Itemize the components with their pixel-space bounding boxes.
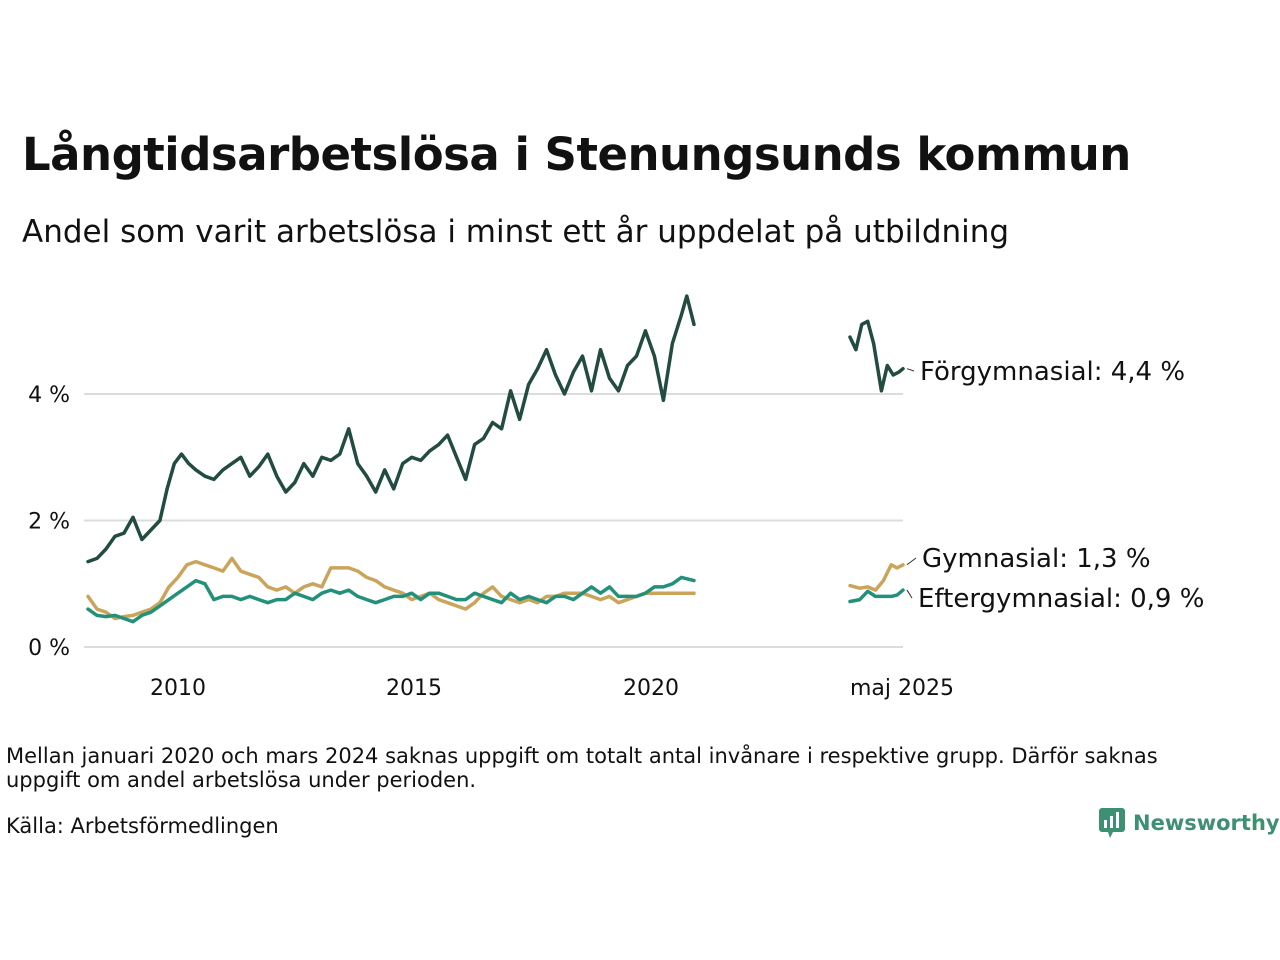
y-axis-ticks: 0 % 2 % 4 % [28,383,70,661]
x-axis-ticks: 2010 2015 2020 maj 2025 [150,676,954,701]
series-line [86,294,696,564]
chart-title: Långtidsarbetslösa i Stenungsunds kommun [22,128,1131,181]
newsworthy-icon [1099,808,1125,838]
source-text: Källa: Arbetsförmedlingen [6,814,279,838]
line-chart: 0 % 2 % 4 % 2010 2015 2020 maj 2025 Förgymnas… [28,294,1204,701]
end-labels: Förgymnasial: 4,4 % Gymnasial: 1,3 % Efter… [906,357,1204,614]
chart-note: Mellan januari 2020 och mars 2024 saknas… [6,744,1158,792]
y-tick-label: 4 % [28,383,70,408]
y-tick-label: 0 % [28,636,70,661]
x-tick-label: 2020 [623,676,679,701]
x-tick-label: maj 2025 [850,676,954,701]
brand-name: Newsworthy [1133,811,1280,835]
x-tick-label: 2010 [150,676,206,701]
series-line [86,556,696,621]
series-end-label: Gymnasial: 1,3 % [922,544,1151,574]
label-leader [906,589,913,599]
gridlines [84,393,903,648]
series-line [848,588,905,604]
label-leader [906,557,917,566]
series-line [86,575,696,624]
chart-subtitle: Andel som varit arbetslösa i minst ett å… [22,214,1010,250]
series-end-label: Förgymnasial: 4,4 % [920,357,1185,387]
x-tick-label: 2015 [386,676,442,701]
series-end-label: Eftergymnasial: 0,9 % [918,584,1204,614]
series-lines [86,294,905,624]
y-tick-label: 2 % [28,510,70,535]
brand-logo: Newsworthy [1099,808,1280,838]
label-leader [906,368,915,372]
series-line [848,319,905,393]
series-line [848,563,905,592]
